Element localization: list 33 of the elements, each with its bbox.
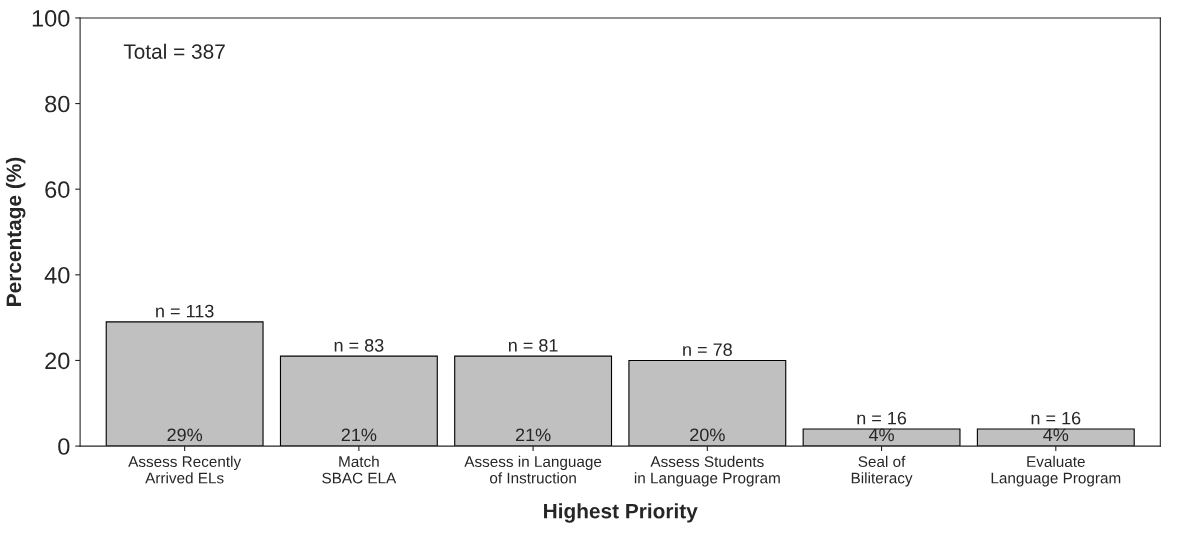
bar: [628, 359, 787, 447]
data-label: 29%: [167, 428, 203, 442]
annotation: n = 16: [1031, 411, 1081, 425]
data-label: 21%: [515, 428, 551, 442]
x-tick-label: Assess in Language of Instruction: [464, 455, 602, 484]
data-label: 4%: [1043, 428, 1069, 442]
x-tick-label: Evaluate Language Program: [991, 455, 1121, 487]
bar: [802, 428, 961, 447]
y-tick-label: 80: [45, 95, 70, 113]
x-tick-label: Seal of Biliteracy: [851, 455, 913, 487]
data-label: 20%: [690, 428, 725, 442]
x-tick-label: Assess Recently Arrived ELs: [128, 455, 242, 484]
annotation: Total = 387: [123, 43, 225, 59]
bar: [279, 355, 438, 447]
bar: [105, 321, 264, 447]
y-tick-label: 60: [45, 181, 70, 198]
annotation: n = 16: [857, 411, 907, 425]
x-tick-label: Assess Students in Language Program: [634, 455, 780, 487]
y-tick-label: 40: [44, 266, 70, 284]
y-tick-label: 0: [58, 438, 70, 455]
data-label: 4%: [868, 428, 894, 442]
annotation: n = 83: [334, 338, 384, 352]
bar: [976, 428, 1135, 447]
annotation: n = 81: [508, 338, 558, 352]
y-tick-label: 100: [32, 10, 70, 27]
y-axis-title: Percentage (%): [5, 157, 26, 306]
y-tick-label: 20: [45, 352, 70, 370]
x-axis-title: Highest Priority: [544, 503, 698, 523]
x-tick-label: Match SBAC ELA: [322, 455, 397, 484]
annotation: n = 113: [156, 304, 214, 318]
annotation: n = 78: [683, 343, 732, 357]
data-label: 21%: [341, 428, 377, 442]
bar: [454, 355, 613, 447]
